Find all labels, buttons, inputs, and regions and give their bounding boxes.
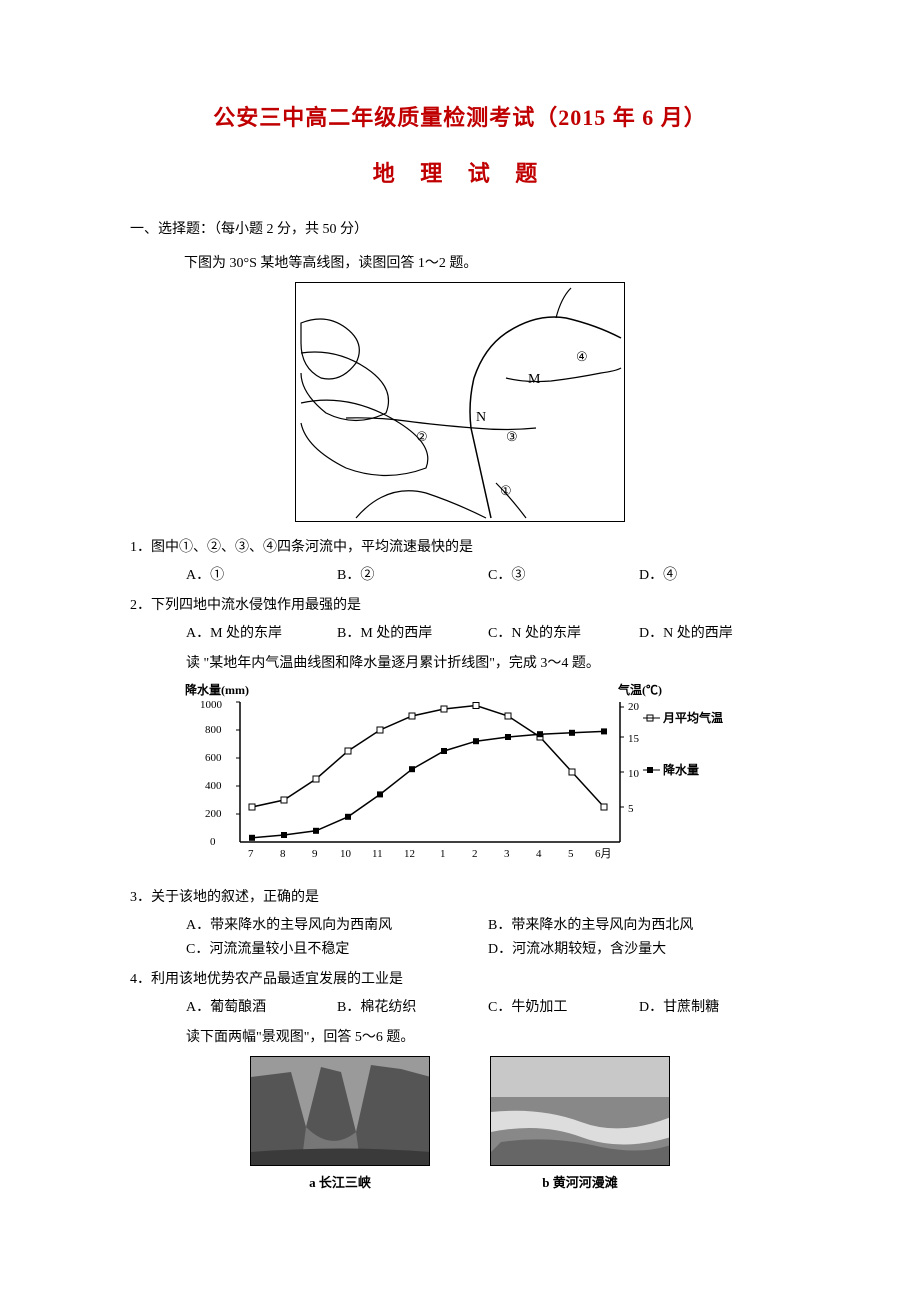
q2-opt-b: B．M 处的西岸 (337, 622, 488, 642)
svg-text:600: 600 (205, 752, 222, 764)
q2-options: A．M 处的东岸 B．M 处的西岸 C．N 处的东岸 D．N 处的西岸 (186, 622, 790, 642)
svg-text:11: 11 (372, 848, 383, 860)
q2-stem: 2．下列四地中流水侵蚀作用最强的是 (130, 594, 790, 614)
svg-text:7: 7 (248, 848, 254, 860)
temp-series (249, 703, 607, 811)
svg-text:0: 0 (210, 836, 216, 848)
climate-chart: 降水量(mm) 气温(℃) 0 200 400 600 800 1000 5 1… (180, 682, 740, 872)
svg-text:400: 400 (205, 780, 222, 792)
svg-text:10: 10 (340, 848, 352, 860)
figure-contour-map-container: ① ② ③ ④ M N (130, 282, 790, 522)
svg-text:8: 8 (280, 848, 286, 860)
legend: 月平均气温 降水量 (643, 710, 723, 777)
q1-opt-a: A．① (186, 564, 337, 584)
svg-text:4: 4 (536, 848, 542, 860)
figure-a-item: a 长江三峡 (250, 1056, 430, 1191)
q2-opt-c: C．N 处的东岸 (488, 622, 639, 642)
q4-stem: 4．利用该地优势农产品最适宜发展的工业是 (130, 968, 790, 988)
svg-text:9: 9 (312, 848, 318, 860)
q2-opt-a: A．M 处的东岸 (186, 622, 337, 642)
contour-map: ① ② ③ ④ M N (295, 282, 625, 522)
svg-text:20: 20 (628, 701, 640, 713)
svg-text:6月: 6月 (595, 848, 612, 860)
q3-opt-a: A．带来降水的主导风向为西南风 (186, 914, 488, 934)
q1-options: A．① B．② C．③ D．④ (186, 564, 790, 584)
svg-text:月平均气温: 月平均气温 (662, 710, 723, 725)
q1-opt-d: D．④ (639, 564, 790, 584)
svg-text:1: 1 (440, 848, 446, 860)
y-left-label: 降水量(mm) (185, 682, 249, 697)
q3-options-row1: A．带来降水的主导风向为西南风 B．带来降水的主导风向为西北风 (186, 914, 790, 934)
landscape-figures: a 长江三峡 b 黄河河漫滩 (130, 1056, 790, 1191)
q3-stem: 3．关于该地的叙述，正确的是 (130, 886, 790, 906)
q1-opt-b: B．② (337, 564, 488, 584)
figure-b-img (490, 1056, 670, 1166)
contour-map-svg: ① ② ③ ④ M N (296, 283, 626, 523)
section1-instruction: 一、选择题：（每小题 2 分，共 50 分） (130, 218, 790, 238)
intro-q1-2: 下图为 30°S 某地等高线图，读图回答 1～2 题。 (156, 252, 790, 272)
map-label-3: ③ (506, 429, 518, 444)
svg-text:降水量: 降水量 (663, 762, 699, 777)
svg-text:3: 3 (504, 848, 510, 860)
y-right-label: 气温(℃) (617, 682, 662, 697)
figure-a-img (250, 1056, 430, 1166)
q3-opt-b: B．带来降水的主导风向为西北风 (488, 914, 790, 934)
q1-opt-c: C．③ (488, 564, 639, 584)
svg-text:5: 5 (628, 803, 634, 815)
q4-opt-a: A．葡萄酿酒 (186, 996, 337, 1016)
q2-opt-d: D．N 处的西岸 (639, 622, 790, 642)
x-axis-labels: 7 8 9 10 11 12 1 2 3 4 5 6月 (248, 848, 612, 860)
figure-b-item: b 黄河河漫滩 (490, 1056, 670, 1191)
map-label-1: ① (500, 483, 512, 498)
q4-opt-d: D．甘蔗制糖 (639, 996, 790, 1016)
svg-text:10: 10 (628, 768, 640, 780)
svg-text:800: 800 (205, 724, 222, 736)
svg-text:1000: 1000 (200, 699, 223, 711)
climate-chart-svg: 降水量(mm) 气温(℃) 0 200 400 600 800 1000 5 1… (180, 682, 740, 872)
q3-opt-d: D．河流冰期较短，含沙量大 (488, 938, 790, 958)
map-label-2: ② (416, 429, 428, 444)
exam-title-sub: 地 理 试 题 (130, 156, 790, 188)
q4-options: A．葡萄酿酒 B．棉花纺织 C．牛奶加工 D．甘蔗制糖 (186, 996, 790, 1016)
q4-opt-b: B．棉花纺织 (337, 996, 488, 1016)
intro-q3-4: 读 "某地年内气温曲线图和降水量逐月累计折线图"，完成 3～4 题。 (130, 652, 790, 672)
figure-a-caption: a 长江三峡 (250, 1172, 430, 1191)
svg-text:12: 12 (404, 848, 415, 860)
svg-text:15: 15 (628, 733, 640, 745)
q3-opt-c: C．河流流量较小且不稳定 (186, 938, 488, 958)
svg-text:200: 200 (205, 808, 222, 820)
map-label-n: N (476, 410, 486, 425)
q4-opt-c: C．牛奶加工 (488, 996, 639, 1016)
exam-title-main: 公安三中高二年级质量检测考试（2015 年 6 月） (130, 100, 790, 132)
intro-q5-6: 读下面两幅"景观图"，回答 5～6 题。 (130, 1026, 790, 1046)
precip-series (249, 728, 607, 840)
q1-stem: 1．图中①、②、③、④四条河流中，平均流速最快的是 (130, 536, 790, 556)
figure-b-caption: b 黄河河漫滩 (490, 1172, 670, 1191)
map-label-m: M (528, 372, 541, 387)
q3-options-row2: C．河流流量较小且不稳定 D．河流冰期较短，含沙量大 (186, 938, 790, 958)
svg-text:2: 2 (472, 848, 478, 860)
map-label-4: ④ (576, 349, 588, 364)
svg-text:5: 5 (568, 848, 574, 860)
